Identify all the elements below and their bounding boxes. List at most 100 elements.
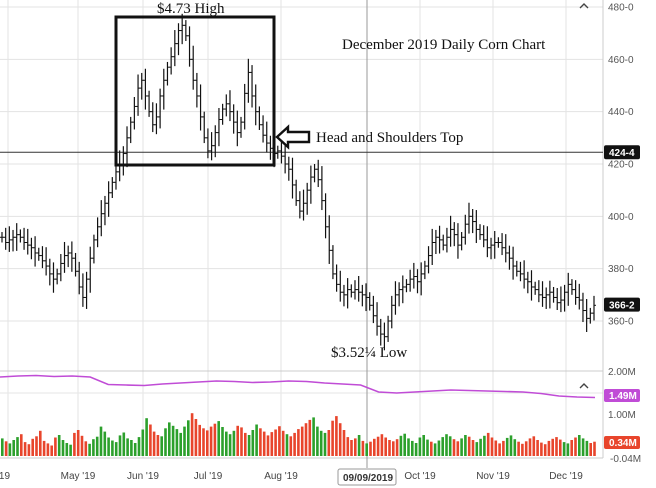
volume-bar — [293, 432, 296, 456]
volume-bar — [274, 429, 277, 456]
price-bar — [150, 102, 155, 133]
volume-bar — [80, 435, 84, 456]
volume-bar — [331, 420, 334, 456]
volume-bar — [69, 444, 72, 456]
price-bar — [279, 141, 284, 164]
volume-bar — [76, 430, 80, 456]
price-bar — [125, 126, 130, 168]
oi-tag-label: 1.49M — [609, 391, 637, 402]
price-bar — [264, 121, 269, 153]
volume-bar — [111, 440, 114, 456]
volume-bar — [574, 437, 577, 456]
price-bar — [371, 295, 376, 324]
price-bar — [422, 260, 427, 280]
volume-tag: 0.34M — [604, 436, 640, 449]
price-bar — [110, 177, 115, 199]
volume-bar — [380, 434, 384, 456]
volume-bar — [524, 441, 528, 456]
volume-bar — [31, 438, 34, 456]
volume-bar — [281, 430, 285, 456]
price-bar — [14, 223, 19, 251]
volume-bar — [509, 435, 513, 456]
price-bar — [25, 228, 30, 255]
volume-bar — [342, 430, 346, 456]
volume-bar — [494, 440, 498, 456]
price-bar — [227, 90, 232, 122]
volume-bar — [35, 436, 38, 456]
volume-bar — [502, 440, 505, 456]
price-bar — [364, 283, 369, 312]
volume-bar — [498, 443, 501, 456]
price-bar — [525, 271, 530, 294]
price-bar — [209, 132, 214, 161]
price-bar — [250, 65, 255, 108]
y-tick-label: 400-0 — [608, 212, 634, 223]
volume-bar — [46, 443, 50, 456]
pattern-annotation: Head and Shoulders Top — [316, 130, 463, 146]
price-bar — [514, 260, 519, 277]
price-bar — [580, 292, 585, 323]
price-bar — [367, 292, 372, 311]
price-bar — [62, 241, 67, 273]
price-bar — [433, 229, 438, 255]
chevron-up-icon[interactable] — [579, 383, 589, 389]
price-bar — [139, 72, 144, 100]
volume-bar — [244, 432, 247, 456]
price-bar — [441, 234, 446, 251]
price-bar — [503, 234, 508, 263]
volume-bar — [448, 436, 452, 456]
volume-bar — [171, 425, 175, 456]
price-bar — [261, 115, 266, 143]
volume-bar — [217, 421, 220, 456]
price-bar — [566, 272, 571, 306]
volume-bar — [304, 423, 308, 456]
volume-bar — [213, 423, 217, 456]
price-bar — [77, 261, 82, 295]
price-bar — [308, 165, 313, 204]
volume-bar — [145, 418, 148, 456]
volume-bar — [430, 441, 433, 456]
volume-bar — [338, 423, 342, 456]
volume-bar — [414, 443, 418, 456]
volume-bar — [92, 439, 95, 456]
volume-bar — [8, 443, 12, 456]
volume-bar — [168, 422, 171, 456]
x-tick-label: Oct '19 — [404, 471, 436, 482]
volume-bar — [251, 430, 255, 456]
volume-bar — [403, 433, 406, 456]
price-bar — [400, 275, 405, 304]
price-bar — [44, 247, 49, 276]
volume-bar — [198, 424, 201, 456]
price-grid — [0, 6, 603, 322]
volume-bar — [285, 434, 289, 456]
last-price-tag: 366-2 — [604, 297, 640, 312]
price-bar — [297, 191, 302, 219]
price-bar — [176, 23, 181, 56]
price-bar — [7, 226, 12, 252]
volume-bar — [228, 434, 232, 456]
volume-bar — [467, 436, 471, 456]
volume-bar — [262, 431, 266, 456]
x-tick-label: Jun '19 — [127, 471, 159, 482]
price-bar — [529, 270, 534, 301]
price-bar — [91, 234, 96, 264]
chevron-up-icon[interactable] — [579, 3, 589, 9]
x-ticks: '19 May '19 Jun '19 Jul '19 Aug '19 Oct '19 No… — [0, 471, 583, 482]
price-bar — [183, 20, 188, 42]
price-bar — [540, 281, 545, 307]
volume-bar — [551, 438, 554, 456]
price-bars — [0, 13, 596, 351]
volume-bar — [152, 431, 156, 456]
volume-bar — [578, 435, 581, 456]
volume-bar — [475, 442, 479, 456]
volume-bar — [528, 438, 532, 456]
price-bar — [312, 164, 317, 183]
price-bar — [84, 271, 89, 309]
volume-bar — [566, 443, 570, 456]
volume-bar — [483, 435, 486, 456]
price-bar — [294, 179, 299, 206]
volume-bar — [555, 437, 558, 456]
price-bar — [485, 226, 490, 258]
price-bar — [459, 232, 464, 251]
price-bar — [22, 227, 27, 250]
